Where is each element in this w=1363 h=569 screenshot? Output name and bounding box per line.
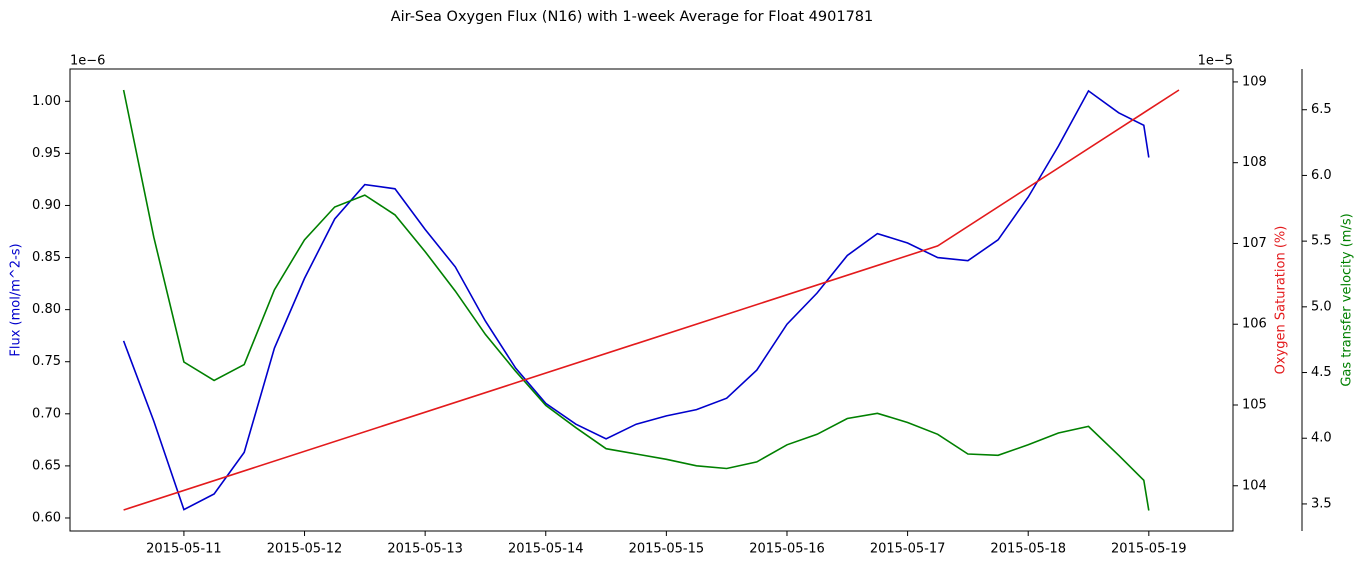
x-tick-label: 2015-05-11 (146, 542, 222, 557)
y-tick-label: 0.85 (32, 250, 61, 265)
x-tick-label: 2015-05-18 (990, 542, 1066, 557)
y-tick-label: 0.70 (32, 406, 61, 421)
y2-offset: 1e−5 (1198, 54, 1233, 69)
y3-axis-label: Gas transfer velocity (m/s) (1340, 213, 1355, 386)
x-tick-label: 2015-05-13 (387, 542, 463, 557)
series-line (123, 89, 1180, 511)
series-line (122, 89, 1150, 511)
plot-frame (69, 68, 1234, 532)
y-tick-label: 0.65 (32, 458, 61, 473)
y3-tick-label: 3.5 (1311, 496, 1332, 511)
x-tick-label: 2015-05-12 (267, 542, 343, 557)
x-tick-label: 2015-05-15 (629, 542, 705, 557)
y3-tick-label: 6.5 (1311, 102, 1332, 117)
y2-tick-label: 105 (1242, 398, 1267, 413)
y-tick-label: 1.00 (32, 94, 61, 109)
y2-axis-label: Oxygen Saturation (%) (1274, 226, 1289, 375)
y2-tick-label: 108 (1242, 155, 1267, 170)
y3-tick-label: 4.0 (1311, 431, 1332, 446)
series-line (122, 89, 1150, 511)
y-axis-label: Flux (mol/m^2-s) (9, 243, 24, 356)
y-tick-label: 0.90 (32, 198, 61, 213)
y2-tick-label: 109 (1242, 74, 1267, 89)
y2-tick-label: 106 (1242, 317, 1267, 332)
x-tick-label: 2015-05-17 (870, 542, 946, 557)
y3-tick-label: 5.5 (1311, 234, 1332, 249)
x-tick-label: 2015-05-14 (508, 542, 584, 557)
y-tick-label: 0.95 (32, 146, 61, 161)
y3-tick-label: 6.0 (1311, 168, 1332, 183)
y-tick-label: 0.80 (32, 302, 61, 317)
y-offset: 1e−6 (70, 54, 105, 69)
y3-tick-label: 4.5 (1311, 365, 1332, 380)
y2-tick-label: 104 (1242, 478, 1267, 493)
chart-title: Air-Sea Oxygen Flux (N16) with 1-week Av… (391, 9, 874, 25)
y2-tick-label: 107 (1242, 236, 1267, 251)
x-tick-label: 2015-05-16 (749, 542, 825, 557)
x-tick-label: 2015-05-19 (1111, 542, 1187, 557)
y-tick-label: 0.75 (32, 354, 61, 369)
y-tick-label: 0.60 (32, 510, 61, 525)
y3-tick-label: 5.0 (1311, 299, 1332, 314)
